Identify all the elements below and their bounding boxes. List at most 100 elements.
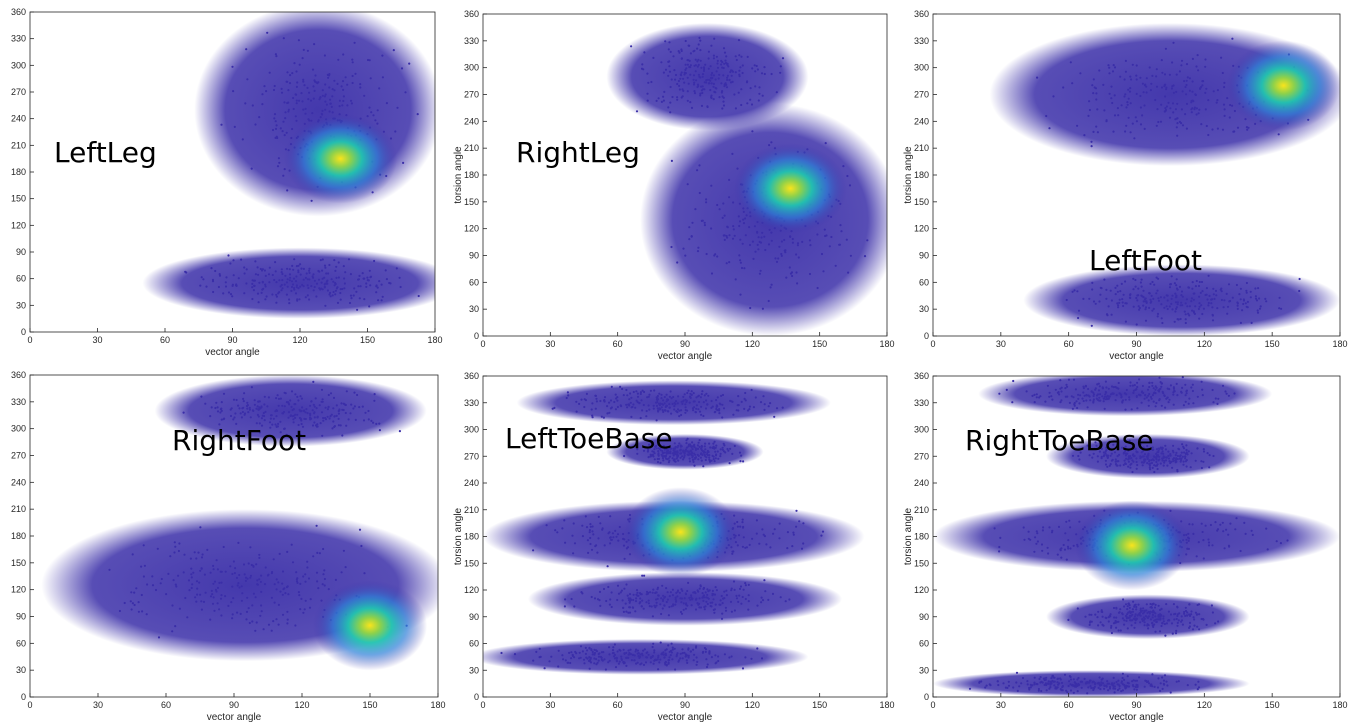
x-tick-label: 120 [1197,700,1212,710]
y-tick-label: 300 [464,425,479,435]
y-tick-label: 120 [464,224,479,234]
y-tick-label: 240 [11,114,26,124]
y-tick-label: 30 [16,300,26,310]
y-tick-label: 270 [11,451,26,461]
x-tick-label: 180 [1332,700,1347,710]
y-tick-label: 90 [16,612,26,622]
y-tick-label: 90 [919,612,929,622]
x-tick-label: 0 [480,700,485,710]
y-tick-label: 360 [11,7,26,17]
y-tick-label: 360 [11,370,26,380]
y-tick-label: 270 [464,451,479,461]
x-tick-label: 0 [930,700,935,710]
y-tick-label: 30 [16,665,26,675]
y-tick-label: 330 [914,36,929,46]
y-tick-label: 180 [464,170,479,180]
scatter-area [933,376,1340,697]
x-tick-label: 60 [161,700,171,710]
y-tick-label: 30 [919,665,929,675]
y-tick-label: 300 [464,63,479,73]
y-tick-label: 270 [914,451,929,461]
y-tick-label: 0 [474,331,479,341]
panel-title: RightFoot [172,424,306,457]
x-tick-label: 60 [613,700,623,710]
x-tick-label: 150 [1265,700,1280,710]
x-tick-label: 60 [1064,700,1074,710]
x-tick-label: 60 [1064,339,1074,349]
y-axis-label: torsion angle [903,507,914,565]
y-tick-label: 60 [919,277,929,287]
x-tick-label: 30 [93,700,103,710]
y-tick-label: 210 [464,143,479,153]
y-axis-label: torsion angle [453,507,464,565]
point-cloud [606,433,764,470]
x-tick-label: 180 [430,700,445,710]
y-tick-label: 180 [914,170,929,180]
point-cloud [154,375,427,447]
point-cloud [527,572,843,626]
panel-righttoebase: 0 30 60 90 120 150 180030609012015018021024027… [903,371,1348,723]
x-tick-label: 0 [480,339,485,349]
y-tick-label: 360 [464,9,479,19]
y-tick-label: 150 [914,558,929,568]
x-tick-label: 90 [1131,339,1141,349]
y-tick-label: 330 [464,398,479,408]
point-cloud [978,376,1273,417]
point-cloud [1046,594,1250,640]
y-tick-label: 60 [16,274,26,284]
y-tick-label: 210 [914,143,929,153]
panel-leftleg: 0 30 60 90 120 150 180030609012015018021024027… [11,7,443,358]
y-tick-label: 300 [11,60,26,70]
point-cloud [933,670,1250,697]
y-tick-label: 330 [464,36,479,46]
y-tick-label: 240 [464,478,479,488]
y-tick-label: 270 [11,87,26,97]
y-tick-label: 120 [11,585,26,595]
x-tick-label: 60 [613,339,623,349]
x-tick-label: 90 [227,335,237,345]
y-tick-label: 270 [464,90,479,100]
x-tick-label: 150 [812,339,827,349]
point-cloud [516,380,831,426]
y-tick-label: 90 [16,247,26,257]
panel-title: RightLeg [516,136,640,169]
y-tick-label: 0 [924,331,929,341]
x-tick-label: 150 [362,700,377,710]
x-tick-label: 120 [294,700,309,710]
y-tick-label: 210 [11,504,26,514]
scatter-area [606,22,887,336]
point-cloud [606,22,809,131]
x-tick-label: 150 [1265,339,1280,349]
x-axis-label: vector angle [1109,712,1164,723]
y-tick-label: 180 [11,167,26,177]
x-tick-label: 120 [292,335,307,345]
y-tick-label: 270 [914,90,929,100]
x-tick-label: 90 [229,700,239,710]
y-tick-label: 150 [914,197,929,207]
y-tick-label: 120 [11,220,26,230]
y-axis-label: torsion angle [453,146,464,204]
y-tick-label: 90 [469,251,479,261]
density-peak [1226,40,1340,131]
y-tick-label: 120 [914,585,929,595]
x-tick-label: 180 [879,339,894,349]
x-tick-label: 0 [27,335,32,345]
y-tick-label: 300 [11,424,26,434]
y-tick-label: 150 [11,558,26,568]
x-axis-label: vector angle [658,351,713,362]
density-peak [283,113,398,204]
y-tick-label: 30 [469,665,479,675]
panel-rightfoot: 0 30 60 90 120 150 180030609012015018021024027… [11,370,446,723]
density-peak [1074,500,1189,591]
panel-leftfoot: 0 30 60 90 120 150 180030609012015018021024027… [903,9,1348,362]
y-tick-label: 210 [11,140,26,150]
x-axis-label: vector angle [1109,351,1164,362]
y-tick-label: 300 [914,425,929,435]
y-axis-label: torsion angle [903,146,914,204]
y-tick-label: 120 [914,224,929,234]
density-peak [623,487,738,577]
x-tick-label: 30 [996,339,1006,349]
y-tick-label: 0 [21,327,26,337]
y-tick-label: 360 [914,9,929,19]
y-tick-label: 90 [469,612,479,622]
